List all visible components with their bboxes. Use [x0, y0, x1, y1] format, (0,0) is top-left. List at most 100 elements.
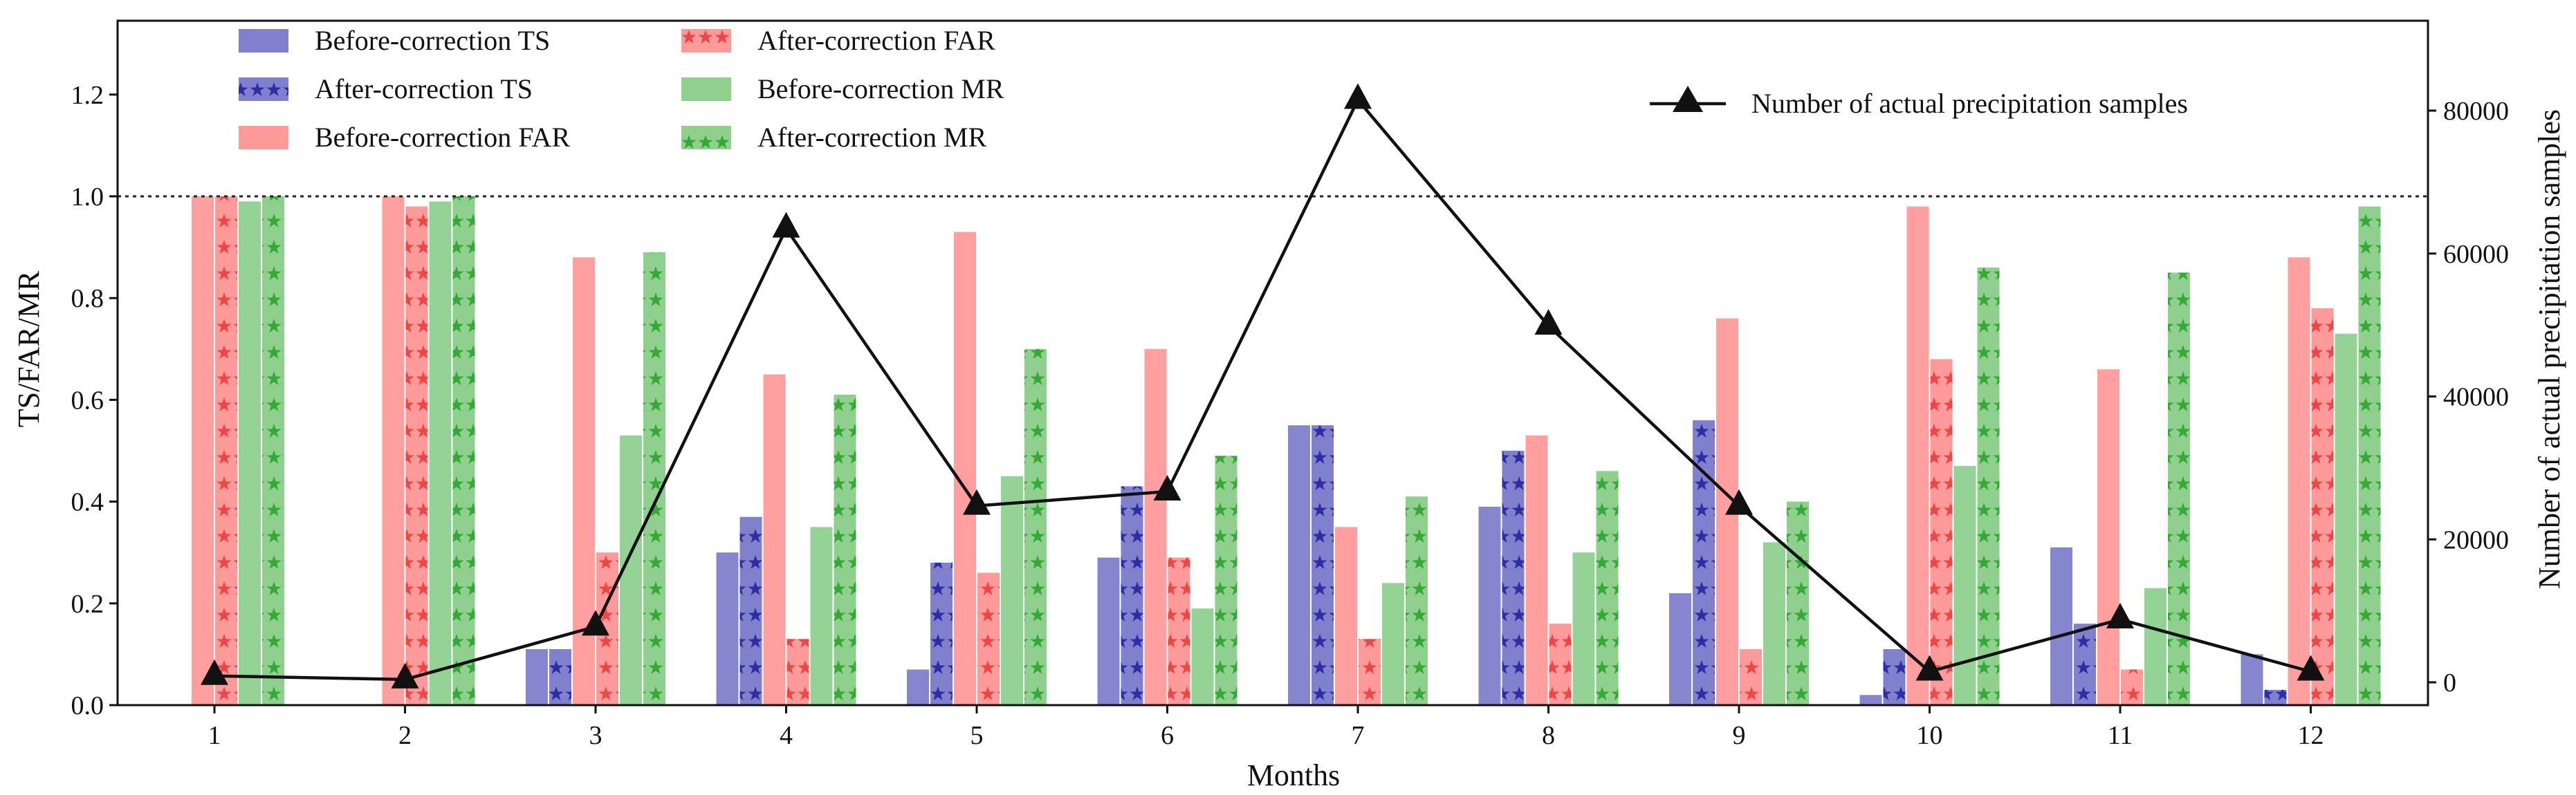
bar-after-correction-mr-month-8 [1596, 471, 1619, 705]
bar-before-correction-mr-month-7 [1382, 583, 1404, 705]
legend-item-samples-line: Number of actual precipitation samples [1650, 86, 2188, 119]
y2-tick-label: 0 [2443, 668, 2456, 698]
bar-before-correction-far-month-4 [763, 374, 786, 705]
y-axis-ticks: 0.0 0.2 0.4 0.6 0.8 1.0 1.2 [71, 81, 118, 720]
x-tick-label: 8 [1542, 721, 1555, 750]
x-tick-label: 5 [970, 721, 984, 750]
legend-item-before-mr: Before-correction MR [681, 73, 1004, 104]
bar-before-correction-ts-month-11 [2050, 547, 2072, 705]
svg-text:Number of actual precipitation: Number of actual precipitation samples [1751, 88, 2188, 119]
y-tick-label: 1.2 [71, 81, 104, 110]
y-tick-label: 1.0 [71, 183, 104, 212]
bar-after-correction-mr-month-9 [1787, 501, 1809, 705]
x-tick-label: 4 [780, 721, 793, 750]
bar-after-correction-mr-month-10 [1977, 268, 2000, 705]
x-tick-label: 10 [1917, 721, 1943, 750]
bar-after-correction-far-month-12 [2311, 308, 2334, 705]
bar-after-correction-ts-month-9 [1693, 420, 1715, 705]
sample-marker-month-6 [1153, 474, 1181, 501]
y-tick-label: 0.0 [71, 691, 104, 720]
bar-after-correction-mr-month-2 [452, 196, 475, 705]
sample-marker-month-8 [1534, 309, 1563, 335]
sample-marker-month-1 [201, 659, 228, 685]
legend-item-after-mr: After-correction MR [681, 122, 987, 153]
bar-before-correction-mr-month-10 [1953, 466, 1976, 705]
precipitation-samples-line [214, 97, 2312, 682]
bar-after-correction-mr-month-3 [643, 252, 665, 705]
bar-after-correction-mr-month-12 [2358, 206, 2381, 705]
bar-after-correction-ts-month-7 [1312, 425, 1334, 705]
x-tick-label: 7 [1352, 721, 1365, 750]
bar-before-correction-mr-month-6 [1191, 608, 1214, 705]
y2-tick-label: 20000 [2443, 525, 2509, 554]
y2-tick-label: 60000 [2443, 240, 2509, 269]
x-tick-label: 2 [398, 721, 412, 750]
bar-after-correction-far-month-4 [786, 639, 809, 705]
bar-before-correction-far-month-1 [192, 196, 214, 705]
x-tick-label: 9 [1733, 721, 1746, 750]
sample-marker-month-9 [1725, 489, 1753, 515]
bar-after-correction-far-month-2 [405, 206, 428, 705]
bar-after-correction-ts-month-10 [1883, 649, 1906, 705]
bar-after-correction-far-month-8 [1549, 624, 1572, 705]
bar-before-correction-ts-month-5 [907, 669, 929, 705]
sample-marker-month-4 [772, 212, 800, 238]
bar-after-correction-far-month-6 [1168, 557, 1190, 705]
bar-before-correction-far-month-2 [382, 196, 405, 705]
svg-text:After-correction TS: After-correction TS [315, 73, 533, 104]
x-tick-label: 11 [2108, 721, 2133, 750]
bar-before-correction-mr-month-9 [1763, 542, 1785, 705]
legend-item-before-ts: Before-correction TS [239, 25, 550, 56]
bar-before-correction-mr-month-2 [429, 201, 452, 705]
bar-after-correction-far-month-5 [977, 572, 1000, 705]
bar-before-correction-far-month-10 [1906, 206, 1929, 705]
bar-before-correction-ts-month-7 [1288, 425, 1310, 705]
x-tick-label: 6 [1161, 721, 1174, 750]
bar-after-correction-ts-month-12 [2264, 689, 2287, 705]
bar-before-correction-far-month-3 [573, 257, 595, 705]
bar-before-correction-mr-month-12 [2335, 333, 2357, 705]
y2-tick-label: 80000 [2443, 97, 2509, 126]
x-tick-label: 1 [208, 721, 221, 750]
svg-text:After-correction FAR: After-correction FAR [757, 25, 995, 56]
bar-before-correction-far-month-6 [1144, 348, 1167, 705]
y-tick-label: 0.4 [71, 488, 104, 517]
bar-after-correction-far-month-1 [215, 196, 237, 705]
bar-before-correction-ts-month-12 [2241, 654, 2263, 705]
legend: Before-correction TS After-correction TS… [239, 25, 2188, 153]
bar-before-correction-far-month-7 [1335, 527, 1357, 705]
bar-after-correction-ts-month-3 [549, 649, 571, 705]
y-tick-label: 0.8 [71, 284, 104, 313]
bar-after-correction-mr-month-4 [834, 395, 856, 705]
svg-text:After-correction MR: After-correction MR [757, 122, 987, 153]
legend-item-after-ts: After-correction TS [239, 73, 533, 104]
bar-before-correction-far-month-5 [954, 232, 976, 705]
y-tick-label: 0.6 [71, 386, 104, 415]
sample-marker-month-2 [391, 662, 419, 689]
y2-axis-label: Number of actual precipitation samples [2532, 109, 2566, 589]
bar-after-correction-far-month-7 [1359, 639, 1381, 705]
bar-series-group [192, 196, 2381, 706]
bar-after-correction-mr-month-7 [1406, 496, 1428, 705]
sample-marker-month-11 [2106, 603, 2134, 629]
bar-after-correction-ts-month-4 [739, 516, 762, 705]
x-tick-label: 12 [2298, 721, 2324, 750]
bar-before-correction-mr-month-1 [239, 201, 261, 705]
sample-marker-month-12 [2297, 655, 2325, 681]
bar-after-correction-far-month-9 [1740, 649, 1762, 705]
y2-tick-label: 40000 [2443, 383, 2509, 412]
bar-before-correction-mr-month-5 [1001, 476, 1023, 705]
precipitation-samples-markers [201, 83, 2325, 689]
sample-marker-month-5 [963, 489, 991, 515]
x-axis-ticks: 1 2 3 4 5 6 7 8 9 10 11 12 [208, 705, 2324, 750]
bar-before-correction-ts-month-8 [1478, 507, 1501, 705]
bar-after-correction-ts-month-5 [930, 562, 953, 705]
bar-after-correction-mr-month-11 [2168, 272, 2190, 705]
svg-text:Before-correction TS: Before-correction TS [315, 25, 550, 56]
bar-before-correction-mr-month-4 [810, 527, 833, 705]
svg-text:Before-correction MR: Before-correction MR [757, 73, 1004, 104]
bar-before-correction-mr-month-11 [2144, 588, 2166, 705]
legend-item-before-far: Before-correction FAR [239, 122, 570, 153]
bar-before-correction-ts-month-4 [716, 552, 739, 705]
